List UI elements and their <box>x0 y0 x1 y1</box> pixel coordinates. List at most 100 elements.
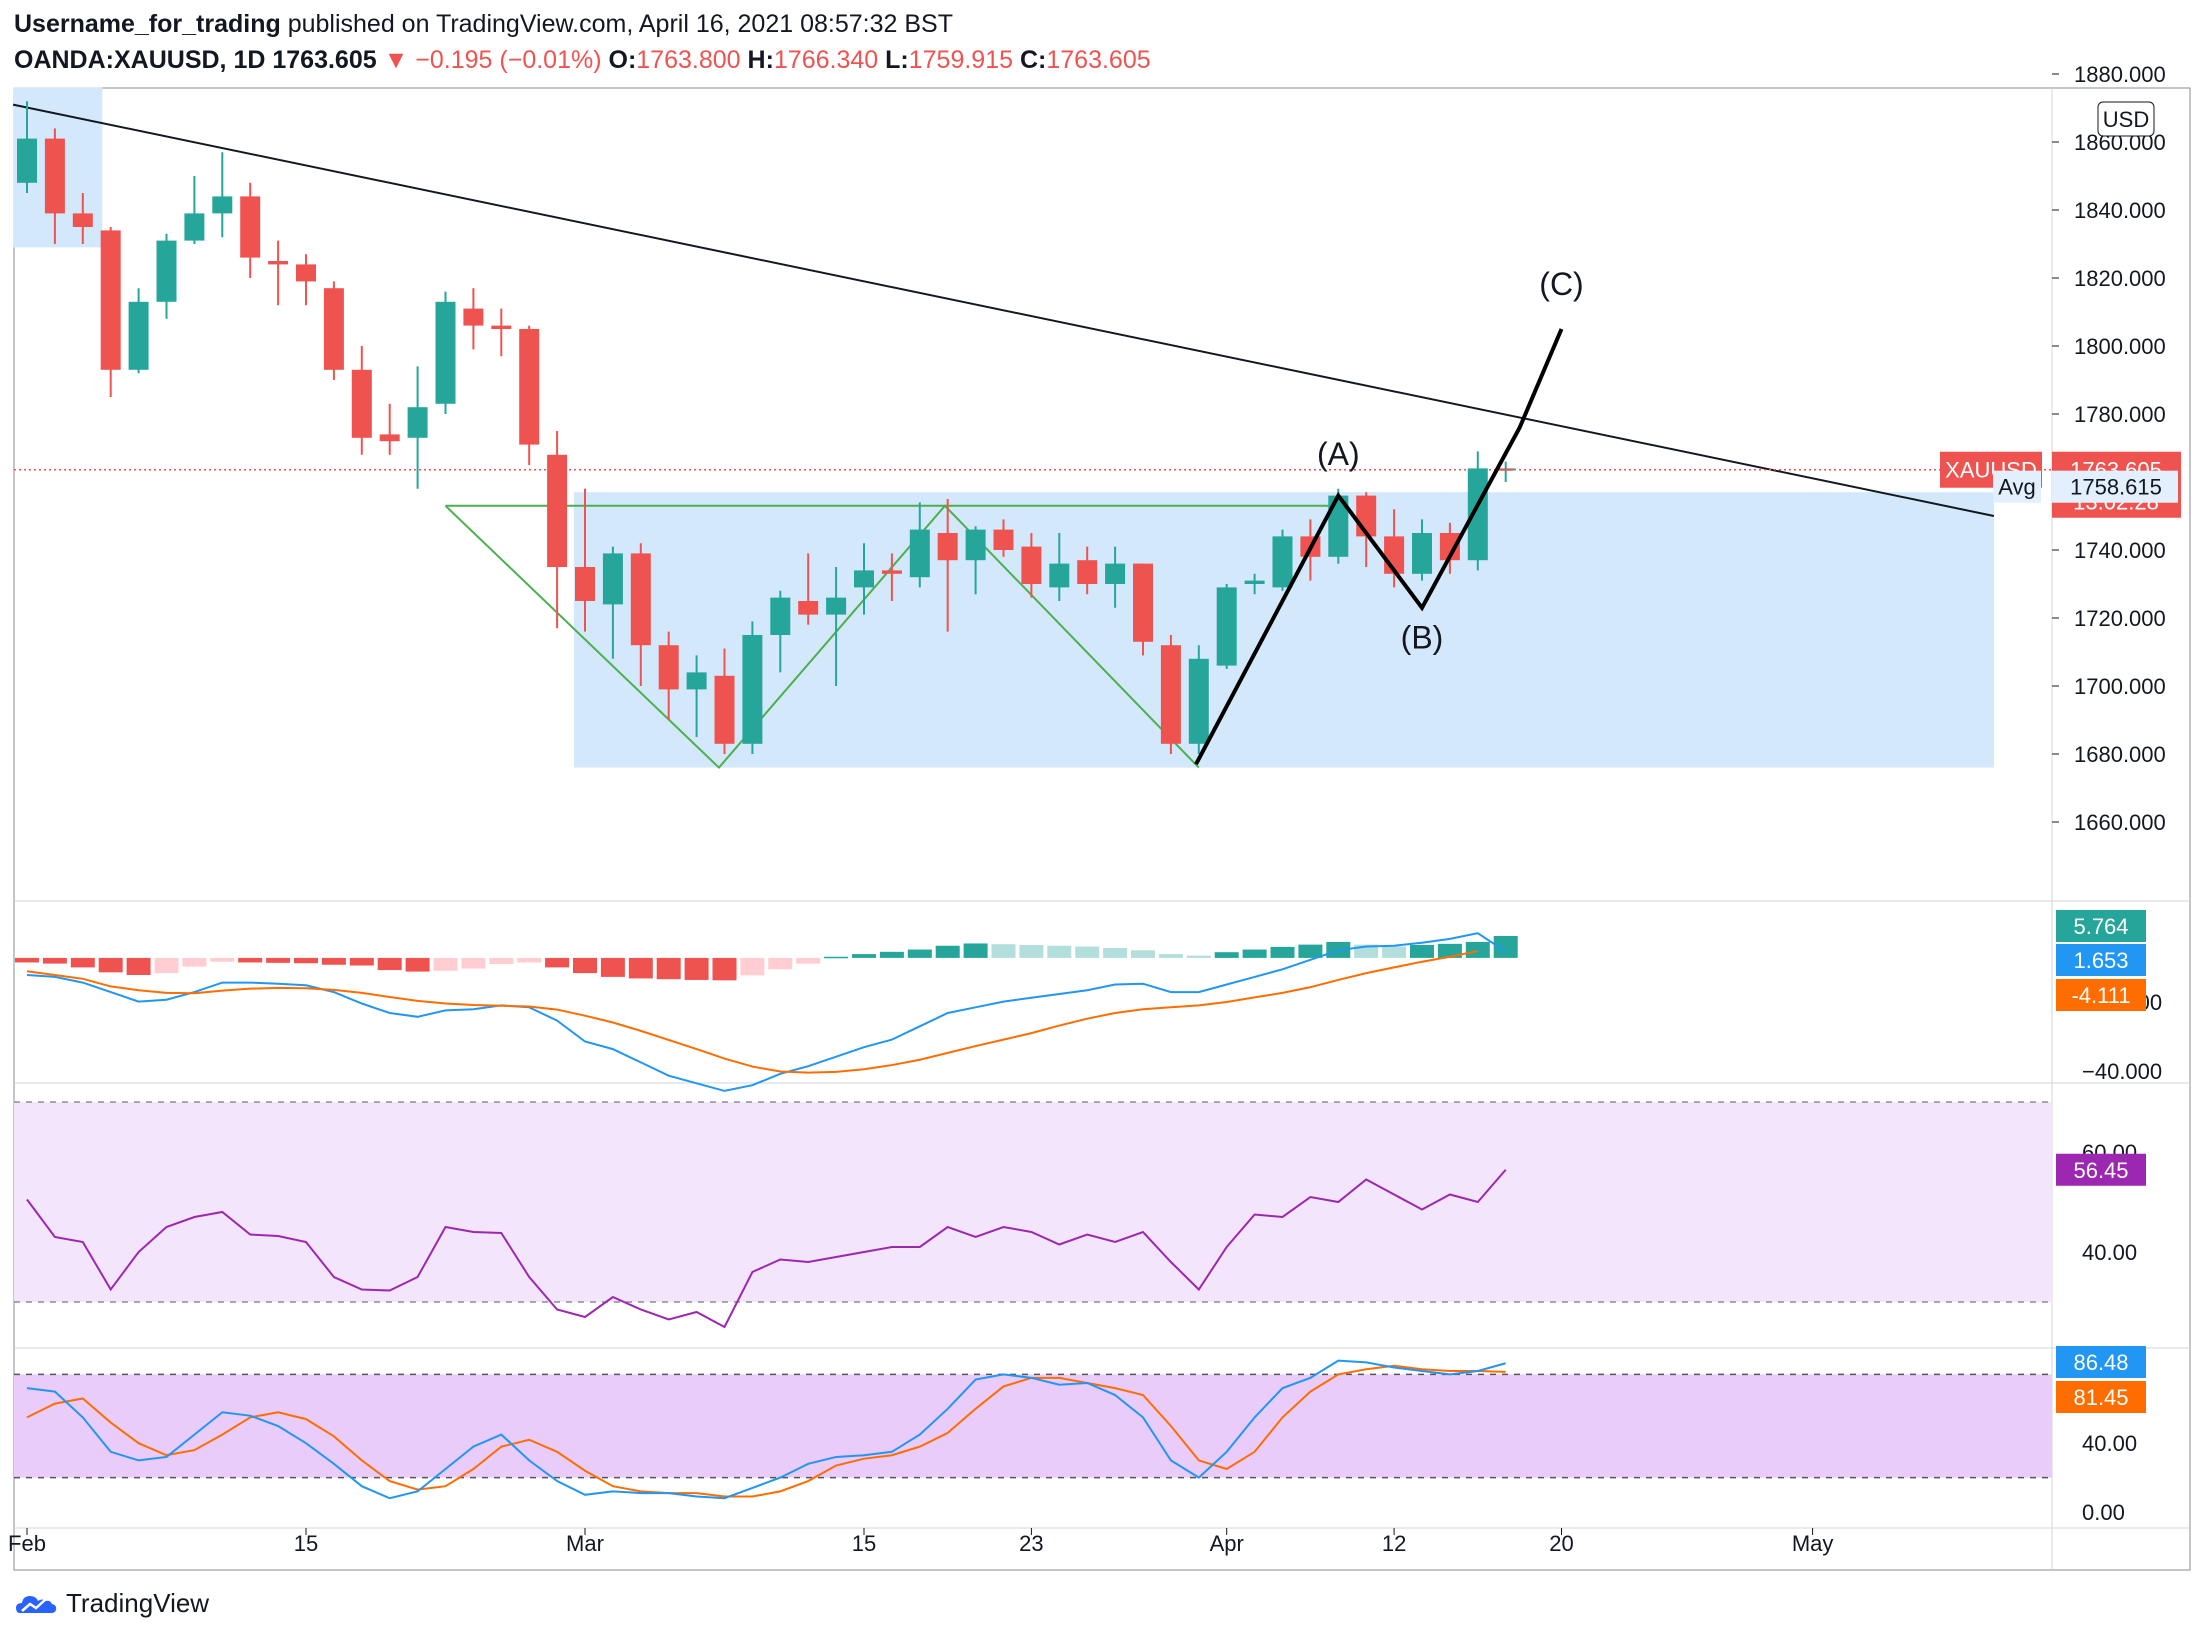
macd-histogram-bar <box>98 957 123 973</box>
avg-price-tag <box>2052 470 2178 503</box>
candle <box>1160 645 1181 744</box>
tradingview-logo[interactable]: TradingView <box>14 1588 209 1619</box>
macd-histogram-bar <box>182 957 207 967</box>
macd-axis-label: −40.000 <box>2082 1059 2162 1084</box>
low-value: 1759.915 <box>908 46 1014 74</box>
price-axis-label: 1880.000 <box>2074 62 2166 87</box>
macd-histogram-bar <box>1019 944 1044 958</box>
time-axis-label: 15 <box>852 1531 876 1556</box>
macd-histogram-bar <box>266 957 291 963</box>
macd-histogram-bar <box>489 957 514 964</box>
symbol-name: OANDA:XAUUSD, 1D <box>14 46 266 74</box>
candle <box>965 529 986 561</box>
candle <box>686 672 707 690</box>
candle <box>1188 658 1209 744</box>
macd-histogram-bar <box>684 957 709 980</box>
macd-histogram-bar <box>656 957 681 980</box>
candle <box>993 529 1014 550</box>
macd-histogram-bar <box>42 957 67 964</box>
candle <box>44 138 65 214</box>
stochastic-d-line <box>26 1364 1506 1498</box>
macd-histogram-bar <box>405 957 430 972</box>
candle <box>407 407 428 438</box>
candle <box>323 288 344 370</box>
wave-label: (B) <box>1401 620 1444 656</box>
currency-label: USD <box>2103 107 2149 132</box>
macd-histogram-bar <box>1298 944 1323 958</box>
candle <box>72 213 93 227</box>
candle <box>575 567 595 601</box>
macd-histogram-bar <box>1410 944 1434 958</box>
stochastic-value-label: 81.45 <box>2073 1385 2128 1410</box>
candle <box>1328 495 1349 557</box>
candle <box>463 308 484 326</box>
elliott-wave-line <box>1194 328 1564 766</box>
price-change: −0.195 (−0.01%) <box>415 46 602 74</box>
price-axis-label: 1840.000 <box>2074 198 2166 223</box>
candle <box>351 369 372 438</box>
down-arrow-icon: ▼ <box>383 46 409 74</box>
wave-label: (A) <box>1317 436 1360 472</box>
resistance-trendline <box>12 103 1995 517</box>
time-axis-label: Feb <box>8 1531 46 1556</box>
wave-label: (C) <box>1539 266 1583 302</box>
candle <box>296 264 316 282</box>
candle <box>184 213 205 241</box>
open-label: O: <box>608 46 637 74</box>
macd-histogram-bar <box>1242 949 1267 958</box>
low-label: L: <box>885 46 909 74</box>
time-axis-label: Apr <box>1210 1531 1244 1556</box>
macd-histogram-bar <box>294 957 318 964</box>
stochastic-axis-label: 0.00 <box>2082 1500 2125 1525</box>
avg-price-label: 1758.615 <box>2070 475 2162 500</box>
stochastic-value-label: 86.48 <box>2073 1350 2128 1375</box>
candle <box>100 230 121 370</box>
candle <box>212 196 233 214</box>
macd-histogram-bar <box>600 957 625 977</box>
time-axis-label: 23 <box>1019 1531 1043 1556</box>
candle <box>937 533 958 561</box>
candle <box>1105 563 1126 584</box>
rsi-band <box>14 1102 2052 1302</box>
candle <box>1272 536 1293 588</box>
price-axis-label: 1660.000 <box>2074 810 2166 835</box>
candle <box>1467 468 1488 561</box>
macd-histogram-bar <box>628 957 653 979</box>
candle <box>1021 546 1042 584</box>
macd-histogram-bar <box>1382 946 1407 958</box>
candle <box>547 454 568 567</box>
macd-histogram-bar <box>879 951 904 958</box>
price-axis-label: 1800.000 <box>2074 334 2166 359</box>
high-label: H: <box>747 46 774 74</box>
stochastic-band <box>14 1374 2052 1478</box>
macd-histogram-bar <box>768 957 793 970</box>
rsi-line <box>26 1169 1507 1329</box>
macd-value-label: -4.111 <box>2071 983 2130 1008</box>
macd-histogram-bar <box>824 956 849 959</box>
price-axis-label: 1700.000 <box>2074 674 2166 699</box>
macd-histogram-bar <box>935 945 960 958</box>
stochastic-axis-label: 40.00 <box>2082 1431 2137 1456</box>
author-name[interactable]: Username_for_trading <box>14 10 281 38</box>
close-label: C: <box>1019 46 1047 74</box>
time-axis-label: May <box>1792 1531 1834 1556</box>
last-price: 1763.605 <box>272 46 377 74</box>
time-axis-label: 15 <box>294 1531 318 1556</box>
macd-histogram-bar <box>545 957 570 968</box>
macd-histogram-bar <box>740 957 765 976</box>
tradingview-cloud-icon <box>16 1595 57 1613</box>
candle <box>1133 563 1153 642</box>
macd-histogram-bar <box>154 957 179 974</box>
macd-value-label: 5.764 <box>2073 914 2128 939</box>
pattern-line <box>444 504 1200 770</box>
macd-histogram-bar <box>963 943 988 958</box>
currency-box <box>2097 101 2155 137</box>
macd-histogram-bar <box>852 954 876 958</box>
candle <box>854 570 874 588</box>
candle <box>128 301 149 370</box>
macd-histogram-bar <box>517 957 542 963</box>
macd-histogram-bar <box>210 957 235 962</box>
macd-histogram-bar <box>1186 955 1211 958</box>
candle <box>268 261 289 265</box>
